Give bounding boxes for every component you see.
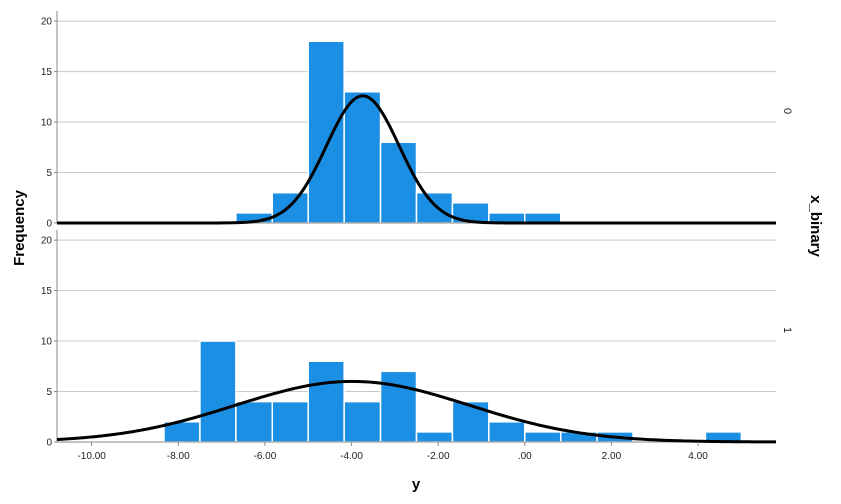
x-tick-label: -2.00	[427, 451, 450, 462]
y-tick-label: 20	[41, 236, 53, 247]
histogram-bar	[452, 402, 488, 442]
y-tick-label: 0	[46, 438, 52, 449]
panel-0: 0 5 10 15 20 0	[41, 11, 793, 230]
y-tick-label: 20	[41, 17, 53, 28]
y-tick-label: 0	[46, 219, 52, 230]
y-tick-label: 10	[41, 118, 53, 129]
histogram-bar	[236, 402, 272, 442]
x-tick-label: -4.00	[340, 451, 363, 462]
y-axis-title: Frequency	[11, 189, 28, 266]
histogram-bar	[525, 432, 561, 442]
panel-label: 1	[781, 327, 793, 333]
histogram-bar	[525, 213, 561, 223]
histogram-bar	[272, 402, 308, 442]
y-tick-label: 5	[46, 168, 52, 179]
histogram-bar	[417, 432, 453, 442]
panel-variable-title: x_binary	[807, 195, 824, 257]
x-tick-label: 2.00	[602, 451, 622, 462]
x-tick-label: 4.00	[688, 451, 708, 462]
histogram-bar	[381, 142, 417, 223]
x-tick-label: -6.00	[254, 451, 277, 462]
y-tick-label: 15	[41, 286, 53, 297]
histogram-bar	[308, 41, 344, 223]
histogram-bar	[200, 341, 236, 442]
x-tick-label: -8.00	[167, 451, 190, 462]
histogram-bar	[272, 193, 308, 223]
histogram-bar	[489, 422, 525, 442]
histogram-bar	[344, 92, 380, 223]
panel-label: 0	[781, 108, 793, 114]
x-axis-title: y	[412, 476, 421, 493]
x-tick-label: .00	[518, 451, 532, 462]
y-tick-label: 5	[46, 387, 52, 398]
x-tick-label: -10.00	[77, 451, 106, 462]
histogram-bar	[381, 371, 417, 442]
histogram-bar	[417, 193, 453, 223]
y-tick-label: 10	[41, 337, 53, 348]
histogram-bar	[308, 361, 344, 442]
panel-1: 0 5 10 15 20 1	[41, 230, 793, 449]
histogram-bar	[344, 402, 380, 442]
y-tick-label: 15	[41, 67, 53, 78]
